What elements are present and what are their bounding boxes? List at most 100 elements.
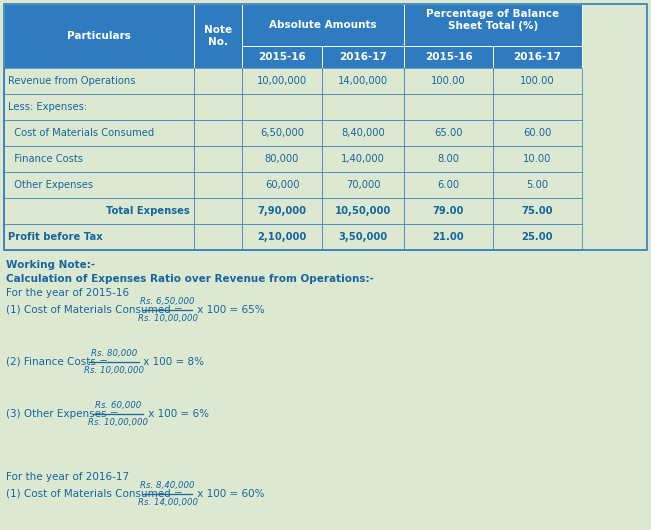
Text: 3,50,000: 3,50,000 [339, 232, 387, 242]
Text: 14,00,000: 14,00,000 [338, 76, 388, 86]
Text: 6,50,000: 6,50,000 [260, 128, 304, 138]
Text: 75.00: 75.00 [521, 206, 553, 216]
Text: (3) Other Expenses =: (3) Other Expenses = [6, 409, 120, 419]
Text: Rs. 10,00,000: Rs. 10,00,000 [88, 418, 148, 427]
Text: 7,90,000: 7,90,000 [258, 206, 307, 216]
Bar [322, 120, 404, 146]
Text: 100.00: 100.00 [520, 76, 555, 86]
Bar [194, 224, 242, 250]
Bar [404, 172, 493, 198]
Bar [493, 198, 582, 224]
Text: (1) Cost of Materials Consumed =: (1) Cost of Materials Consumed = [6, 489, 185, 499]
Bar [493, 120, 582, 146]
Bar [194, 4, 242, 68]
Text: Working Note:-: Working Note:- [6, 260, 95, 270]
Bar [404, 120, 493, 146]
Text: 10,50,000: 10,50,000 [335, 206, 391, 216]
Text: 2015-16: 2015-16 [258, 52, 306, 62]
Text: 60.00: 60.00 [523, 128, 551, 138]
Text: 60,000: 60,000 [265, 180, 299, 190]
Text: x 100 = 6%: x 100 = 6% [145, 409, 209, 419]
Bar [4, 198, 194, 224]
Text: (1) Cost of Materials Consumed =: (1) Cost of Materials Consumed = [6, 305, 185, 315]
Text: Rs. 6,50,000: Rs. 6,50,000 [141, 297, 195, 306]
Bar [404, 68, 493, 94]
Bar [194, 198, 242, 224]
Bar [242, 146, 322, 172]
Text: Revenue from Operations: Revenue from Operations [8, 76, 135, 86]
Bar [404, 94, 493, 120]
Bar [493, 46, 582, 68]
Text: For the year of 2015-16: For the year of 2015-16 [6, 288, 129, 298]
Text: x 100 = 8%: x 100 = 8% [141, 357, 204, 367]
Bar [493, 94, 582, 120]
Bar [194, 94, 242, 120]
Text: 2016-17: 2016-17 [514, 52, 561, 62]
Text: Calculation of Expenses Ratio over Revenue from Operations:-: Calculation of Expenses Ratio over Reven… [6, 274, 374, 284]
Text: x 100 = 65%: x 100 = 65% [195, 305, 265, 315]
Bar [4, 146, 194, 172]
Bar [322, 172, 404, 198]
Text: 10,00,000: 10,00,000 [257, 76, 307, 86]
Text: 79.00: 79.00 [433, 206, 464, 216]
Bar [322, 68, 404, 94]
Text: Rs. 8,40,000: Rs. 8,40,000 [141, 481, 195, 490]
Text: Rs. 14,00,000: Rs. 14,00,000 [138, 498, 198, 507]
Bar [322, 146, 404, 172]
Text: 8.00: 8.00 [437, 154, 460, 164]
Bar [493, 224, 582, 250]
Text: Finance Costs: Finance Costs [8, 154, 83, 164]
Bar [404, 146, 493, 172]
Text: 25.00: 25.00 [521, 232, 553, 242]
Text: 2,10,000: 2,10,000 [257, 232, 307, 242]
Text: Rs. 10,00,000: Rs. 10,00,000 [138, 314, 198, 323]
Bar [242, 94, 322, 120]
Bar [4, 68, 194, 94]
Text: 2015-16: 2015-16 [424, 52, 473, 62]
Text: Percentage of Balance
Sheet Total (%): Percentage of Balance Sheet Total (%) [426, 9, 560, 31]
Bar [404, 224, 493, 250]
Text: 5.00: 5.00 [527, 180, 549, 190]
Text: Less: Expenses:: Less: Expenses: [8, 102, 87, 112]
Text: Other Expenses: Other Expenses [8, 180, 93, 190]
Text: 100.00: 100.00 [431, 76, 466, 86]
Bar [404, 4, 582, 46]
Text: Rs. 10,00,000: Rs. 10,00,000 [84, 366, 144, 375]
Bar [4, 224, 194, 250]
Text: Profit before Tax: Profit before Tax [8, 232, 103, 242]
Text: (2) Finance Costs =: (2) Finance Costs = [6, 357, 110, 367]
Bar [4, 120, 194, 146]
Text: 8,40,000: 8,40,000 [341, 128, 385, 138]
Bar [493, 172, 582, 198]
Bar [322, 94, 404, 120]
Bar [493, 68, 582, 94]
Bar [242, 120, 322, 146]
Text: 1,40,000: 1,40,000 [341, 154, 385, 164]
Bar [404, 46, 493, 68]
Text: 6.00: 6.00 [437, 180, 460, 190]
Bar [4, 172, 194, 198]
Text: For the year of 2016-17: For the year of 2016-17 [6, 472, 129, 482]
Bar [242, 46, 322, 68]
Text: Absolute Amounts: Absolute Amounts [269, 20, 377, 30]
Bar [4, 94, 194, 120]
Bar [194, 120, 242, 146]
Bar [322, 224, 404, 250]
Text: x 100 = 60%: x 100 = 60% [195, 489, 265, 499]
Bar [194, 172, 242, 198]
Text: 70,000: 70,000 [346, 180, 380, 190]
Text: Rs. 60,000: Rs. 60,000 [95, 401, 141, 410]
Bar [322, 198, 404, 224]
Text: 21.00: 21.00 [433, 232, 464, 242]
Text: 10.00: 10.00 [523, 154, 551, 164]
Text: Cost of Materials Consumed: Cost of Materials Consumed [8, 128, 154, 138]
Bar [242, 224, 322, 250]
Text: 65.00: 65.00 [434, 128, 463, 138]
Bar [242, 198, 322, 224]
Text: Rs. 80,000: Rs. 80,000 [90, 349, 137, 358]
Bar [242, 68, 322, 94]
Text: 80,000: 80,000 [265, 154, 299, 164]
Bar [4, 4, 194, 68]
Bar [194, 68, 242, 94]
Bar [194, 146, 242, 172]
